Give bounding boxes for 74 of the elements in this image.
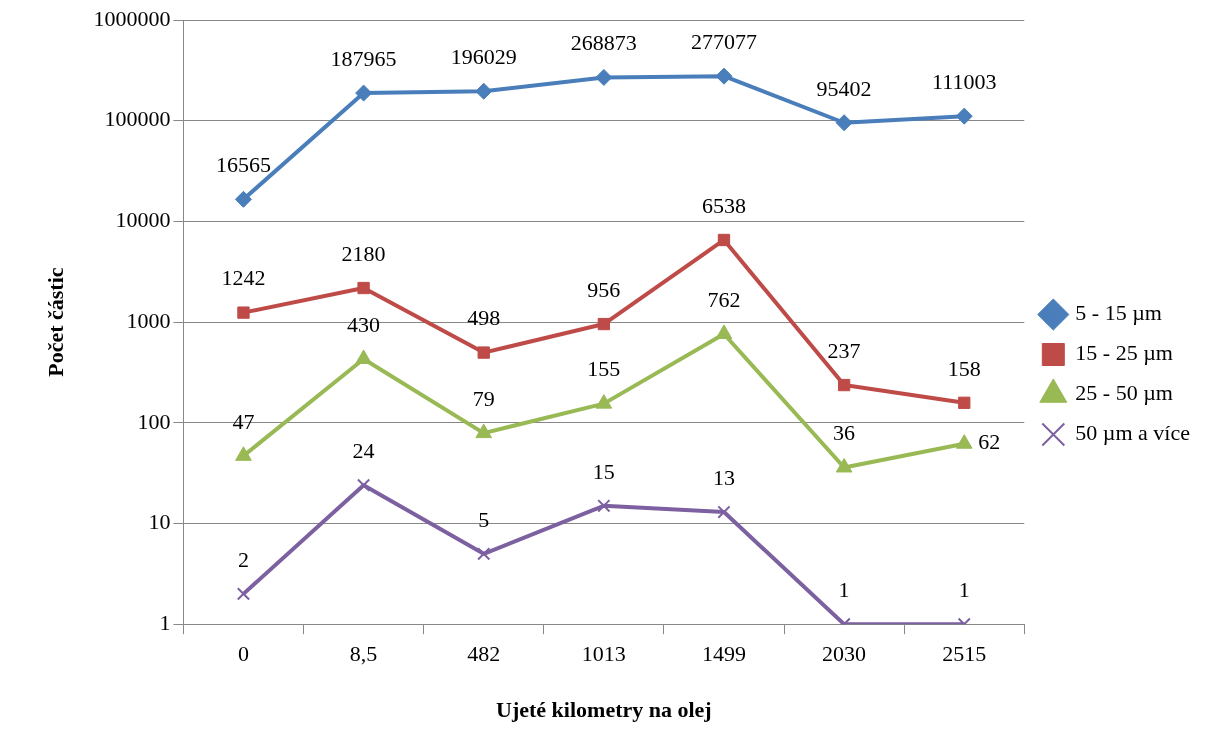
x-axis-title: Ujeté kilometry na olej <box>496 697 712 723</box>
data-label: 196029 <box>450 44 517 70</box>
y-tick-label: 10 <box>148 509 171 535</box>
point <box>835 114 853 132</box>
x-tick-label: 2515 <box>942 641 987 667</box>
y-axis-title: Počet částic <box>42 267 68 377</box>
point <box>595 68 613 86</box>
point <box>597 317 611 331</box>
data-label: 79 <box>472 385 495 411</box>
point <box>235 446 252 461</box>
point <box>237 306 250 319</box>
point <box>475 82 493 100</box>
x-tick-label: 0 <box>237 641 249 667</box>
data-label: 6538 <box>701 192 746 218</box>
data-label: 430 <box>347 311 381 337</box>
point <box>597 499 611 513</box>
data-label: 268873 <box>570 30 637 56</box>
y-tick-label: 100000 <box>104 106 171 132</box>
point <box>717 233 731 247</box>
data-label: 47 <box>232 408 255 434</box>
point <box>717 505 731 519</box>
data-label: 277077 <box>690 28 757 54</box>
point <box>236 587 251 601</box>
point <box>958 396 971 409</box>
data-label: 16565 <box>215 152 271 178</box>
data-label: 237 <box>827 337 861 363</box>
x-tick-label: 2030 <box>822 641 867 667</box>
point <box>955 107 973 125</box>
point <box>837 378 851 392</box>
y-tick-label: 1000000 <box>93 5 171 31</box>
legend-label: 25 - 50 µm <box>1075 380 1173 406</box>
point <box>355 84 373 102</box>
point <box>835 457 853 473</box>
y-tick-label: 10000 <box>115 207 171 233</box>
x-tick-label: 1013 <box>581 641 626 667</box>
data-label: 15 <box>592 458 615 484</box>
data-label: 155 <box>587 356 621 382</box>
point <box>477 547 491 561</box>
x-tick-label: 8,5 <box>349 641 378 667</box>
legend-label: 5 - 15 µm <box>1075 300 1162 326</box>
y-tick-label: 1 <box>159 609 171 635</box>
point <box>475 423 493 439</box>
y-tick-label: 1000 <box>126 307 171 333</box>
point <box>955 434 973 449</box>
data-label: 498 <box>467 305 501 331</box>
data-label: 2 <box>237 546 249 572</box>
data-label: 762 <box>707 286 741 312</box>
x-tick-label: 482 <box>467 641 501 667</box>
data-label: 111003 <box>932 68 997 94</box>
data-label: 187965 <box>330 45 397 71</box>
data-label: 956 <box>587 276 621 302</box>
data-label: 5 <box>478 506 490 532</box>
point <box>355 349 372 365</box>
data-label: 36 <box>833 420 856 446</box>
x-tick-label: 1499 <box>701 641 746 667</box>
legend-label: 50 µm a více <box>1075 420 1191 446</box>
point <box>477 346 490 359</box>
data-label: 1 <box>838 576 850 602</box>
point <box>715 67 733 85</box>
data-label: 1242 <box>221 265 266 291</box>
point <box>357 281 370 295</box>
data-label: 62 <box>978 429 1001 455</box>
y-tick-label: 100 <box>137 408 171 434</box>
data-label: 95402 <box>816 75 872 101</box>
data-label: 13 <box>712 464 735 490</box>
data-label: 1 <box>958 576 970 602</box>
data-label: 2180 <box>341 240 386 266</box>
data-label: 158 <box>947 355 981 381</box>
data-label: 24 <box>352 437 375 463</box>
point <box>356 478 371 492</box>
point <box>595 394 613 409</box>
point <box>234 190 252 208</box>
legend-label: 15 - 25 µm <box>1075 340 1173 366</box>
point <box>715 324 733 339</box>
